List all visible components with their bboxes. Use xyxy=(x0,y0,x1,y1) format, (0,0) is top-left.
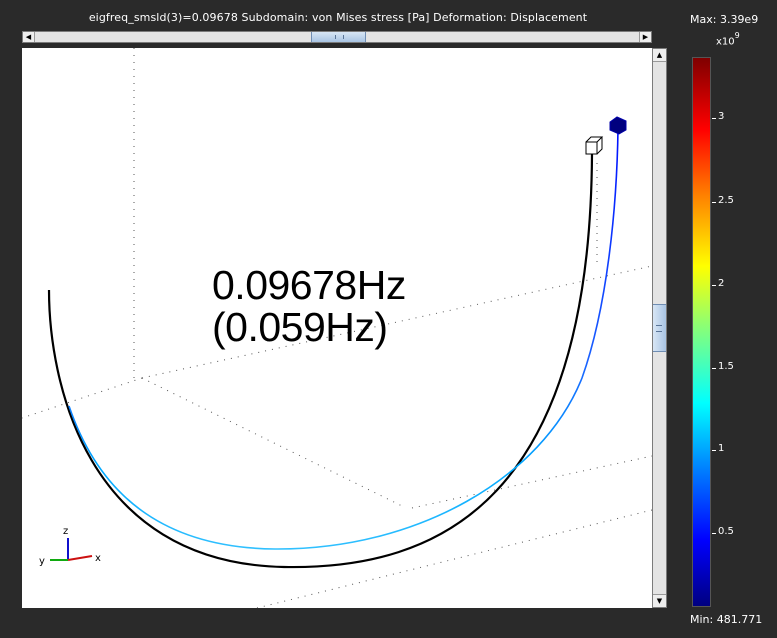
horizontal-scrollbar[interactable]: ◀ ▶ xyxy=(22,31,652,43)
scroll-left-icon[interactable]: ◀ xyxy=(23,32,35,42)
colorbar-tick-label: 3 xyxy=(718,111,725,122)
vertical-scroll-thumb[interactable] xyxy=(653,304,666,352)
colorbar-min-label: Min: 481.771 xyxy=(690,613,763,626)
scroll-down-icon[interactable]: ▼ xyxy=(653,594,666,607)
deformed-beam xyxy=(68,127,619,550)
reference-frequency-value: (0.059Hz) xyxy=(212,304,388,350)
colorbar xyxy=(692,57,711,607)
eigenfrequency-value: 0.09678Hz xyxy=(212,262,406,308)
colorbar-tick-label: 2.5 xyxy=(718,195,734,206)
plot-graphics: z y x xyxy=(22,48,652,608)
colorbar-tick-label: 2 xyxy=(718,278,725,289)
plot-canvas[interactable]: z y x 0.09678Hz (0.059Hz) xyxy=(22,48,652,608)
deformed-end-cube xyxy=(609,116,627,135)
undeformed-end-cube xyxy=(585,136,604,155)
axes-triad: z y x xyxy=(39,526,101,567)
vertical-scrollbar[interactable]: ▲ ▼ xyxy=(652,48,667,608)
colorbar-tick-label: 1 xyxy=(718,443,725,454)
colorbar-tick-label: 0.5 xyxy=(718,526,734,537)
triad-x-label: x xyxy=(95,553,101,564)
multiplier-exponent: 9 xyxy=(734,31,740,40)
frequency-annotation: 0.09678Hz (0.059Hz) xyxy=(212,264,406,348)
colorbar-tick-label: 1.5 xyxy=(718,361,734,372)
triad-z-label: z xyxy=(63,526,68,537)
colorbar-max-label: Max: 3.39e9 xyxy=(690,13,759,26)
undeformed-beam xyxy=(47,153,594,569)
scroll-right-icon[interactable]: ▶ xyxy=(639,32,651,42)
scroll-up-icon[interactable]: ▲ xyxy=(653,49,666,62)
plot-title: eigfreq_smsld(3)=0.09678 Subdomain: von … xyxy=(88,11,588,24)
horizontal-scroll-thumb[interactable] xyxy=(311,32,366,42)
bounding-box-lines xyxy=(22,48,652,608)
triad-y-label: y xyxy=(39,556,45,567)
multiplier-base: x10 xyxy=(716,36,735,48)
colorbar-multiplier: x109 xyxy=(716,31,740,48)
